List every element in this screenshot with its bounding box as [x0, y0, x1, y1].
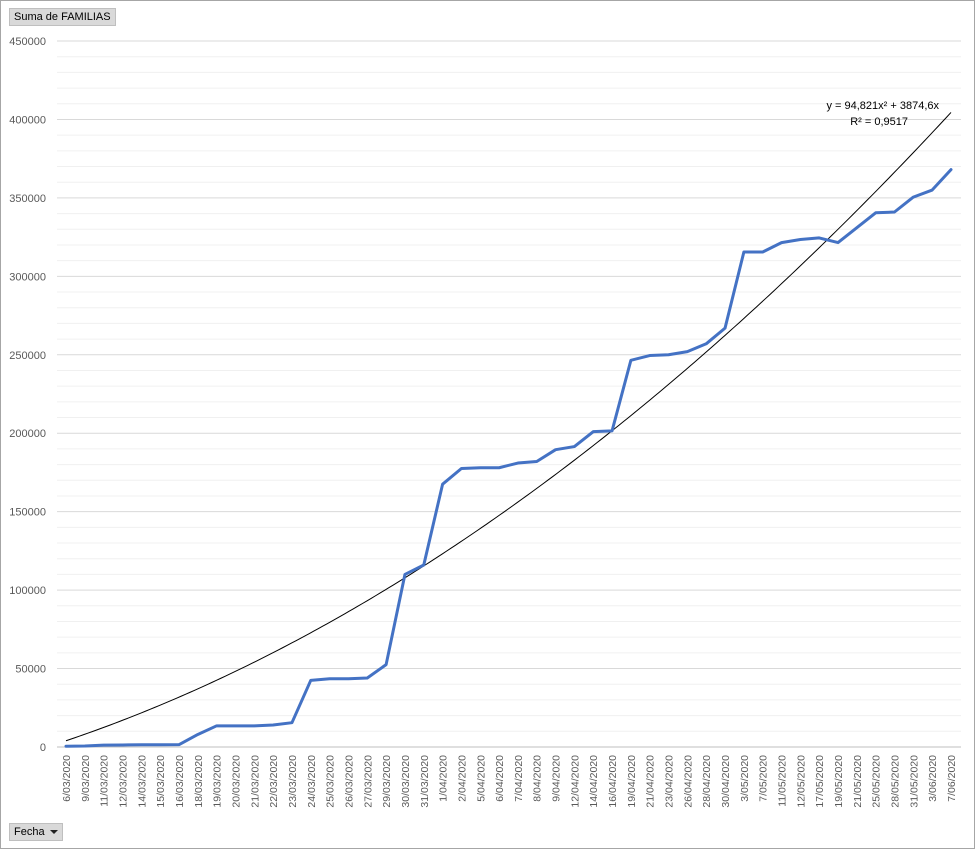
x-tick-label: 5/04/2020 — [475, 755, 487, 802]
series-line — [64, 168, 953, 748]
x-tick-label: 7/05/2020 — [758, 755, 770, 802]
x-tick-label: 16/04/2020 — [607, 755, 619, 808]
axis-field-button[interactable]: Fecha — [9, 823, 63, 841]
x-tick-label: 28/05/2020 — [890, 755, 902, 808]
gridlines — [57, 40, 961, 748]
x-tick-label: 6/04/2020 — [494, 755, 506, 802]
y-tick-label: 400000 — [9, 114, 46, 126]
x-tick-label: 26/04/2020 — [682, 755, 694, 808]
x-tick-label: 15/03/2020 — [155, 755, 167, 808]
y-tick-label: 0 — [40, 742, 46, 754]
x-tick-label: 12/04/2020 — [569, 755, 581, 808]
x-tick-label: 1/04/2020 — [438, 755, 450, 802]
y-tick-label: 200000 — [9, 428, 46, 440]
x-tick-label: 6/03/2020 — [61, 755, 73, 802]
y-tick-label: 150000 — [9, 507, 46, 519]
x-tick-label: 19/04/2020 — [626, 755, 638, 808]
x-tick-label: 29/03/2020 — [381, 755, 393, 808]
y-tick-label: 300000 — [9, 271, 46, 283]
x-tick-label: 30/04/2020 — [720, 755, 732, 808]
x-tick-label: 25/03/2020 — [325, 755, 337, 808]
x-tick-label: 25/05/2020 — [871, 755, 883, 808]
x-tick-label: 19/03/2020 — [212, 755, 224, 808]
y-tick-label: 350000 — [9, 193, 46, 205]
x-tick-label: 26/03/2020 — [343, 755, 355, 808]
x-tick-label: 17/05/2020 — [814, 755, 826, 808]
x-tick-label: 28/04/2020 — [701, 755, 713, 808]
x-tick-label: 21/03/2020 — [249, 755, 261, 808]
x-tick-label: 21/04/2020 — [645, 755, 657, 808]
x-tick-label: 12/05/2020 — [795, 755, 807, 808]
trendline — [65, 112, 952, 742]
x-tick-label: 19/05/2020 — [833, 755, 845, 808]
x-tick-label: 23/03/2020 — [287, 755, 299, 808]
x-tick-label: 9/03/2020 — [80, 755, 92, 802]
x-tick-label: 9/04/2020 — [551, 755, 563, 802]
y-tick-label: 100000 — [9, 585, 46, 597]
axis-field-label: Fecha — [14, 826, 45, 838]
x-tick-label: 7/06/2020 — [946, 755, 958, 802]
x-tick-label: 11/03/2020 — [99, 755, 111, 807]
x-tick-label: 7/04/2020 — [513, 755, 525, 802]
y-tick-label: 250000 — [9, 350, 46, 362]
trendline-r2: R² = 0,9517 — [850, 116, 908, 128]
x-tick-label: 3/05/2020 — [739, 755, 751, 802]
x-tick-label: 30/03/2020 — [400, 755, 412, 808]
x-tick-label: 31/03/2020 — [419, 755, 431, 808]
x-tick-label: 8/04/2020 — [532, 755, 544, 802]
dropdown-arrow-icon — [49, 830, 58, 835]
x-tick-label: 14/03/2020 — [136, 755, 148, 808]
x-tick-label: 22/03/2020 — [268, 755, 280, 808]
x-tick-label: 11/05/2020 — [777, 755, 789, 807]
x-tick-label: 12/03/2020 — [117, 755, 129, 808]
x-tick-label: 14/04/2020 — [588, 755, 600, 808]
trendline-equation: y = 94,821x² + 3874,6x — [826, 100, 939, 112]
x-tick-label: 24/03/2020 — [306, 755, 318, 808]
x-tick-label: 2/04/2020 — [456, 755, 468, 802]
x-tick-label: 21/05/2020 — [852, 755, 864, 808]
x-tick-label: 27/03/2020 — [362, 755, 374, 808]
x-tick-label: 18/03/2020 — [193, 755, 205, 808]
y-axis-ticks: 0 50000 100000 150000 200000 250000 300000 3500… — [9, 36, 46, 754]
value-field-button[interactable]: Suma de FAMILIAS — [9, 8, 116, 26]
x-axis-ticks: 6/03/2020 9/03/2020 11/03/2020 12/03/2020 14… — [61, 755, 958, 808]
x-tick-label: 16/03/2020 — [174, 755, 186, 808]
x-tick-label: 3/06/2020 — [927, 755, 939, 802]
x-tick-label: 23/04/2020 — [664, 755, 676, 808]
y-tick-label: 50000 — [15, 664, 46, 676]
y-tick-label: 450000 — [9, 36, 46, 48]
x-tick-label: 20/03/2020 — [230, 755, 242, 808]
x-tick-label: 31/05/2020 — [908, 755, 920, 808]
